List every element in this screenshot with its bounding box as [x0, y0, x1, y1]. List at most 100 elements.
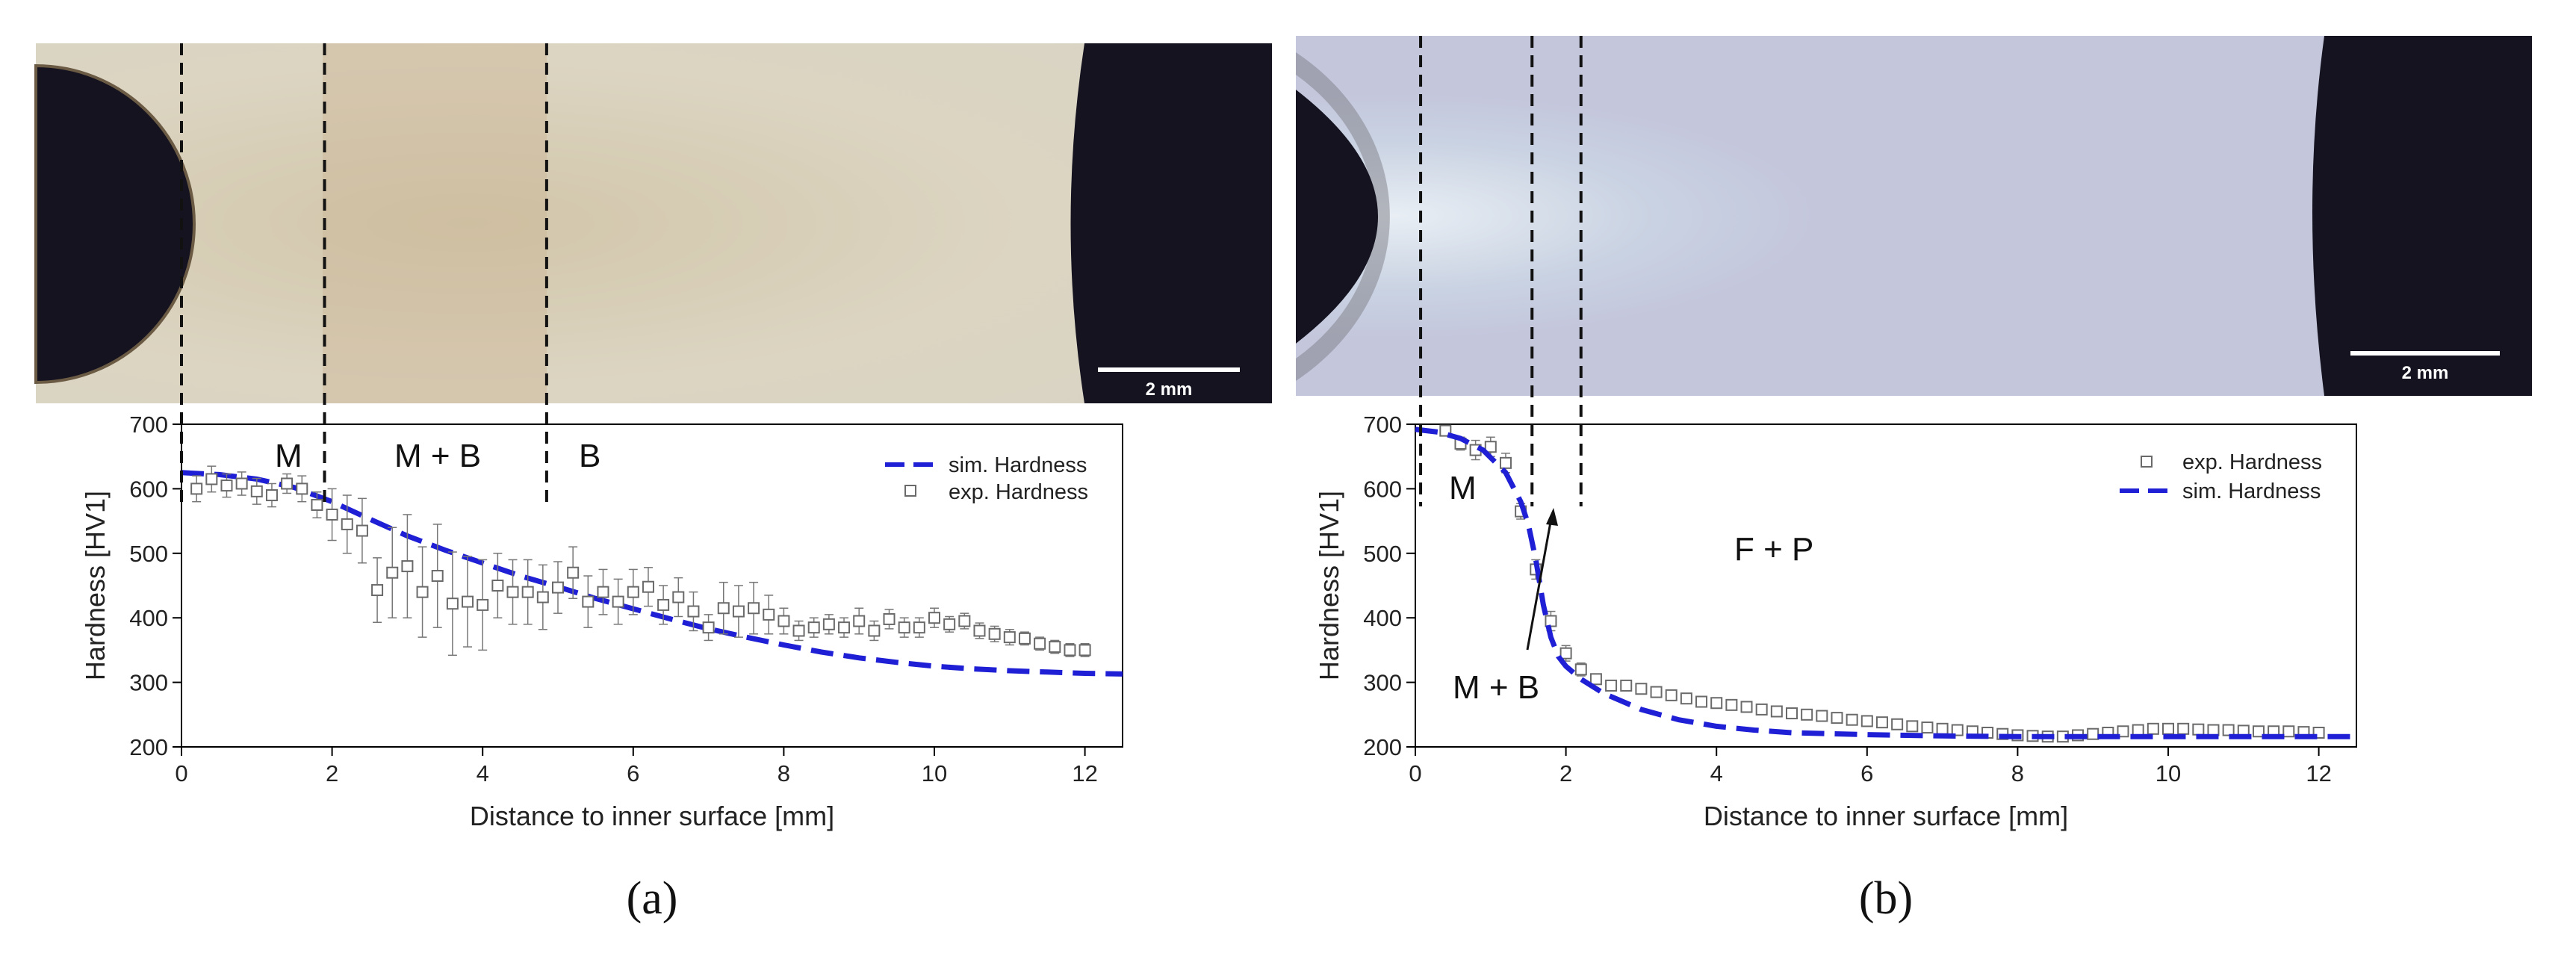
- exp-hardness-point: [1484, 441, 1497, 453]
- exp-hardness-point: [687, 605, 700, 618]
- chart-a-ylabel: Hardness [HV1]: [80, 491, 111, 680]
- exp-hardness-point: [296, 482, 308, 495]
- x-tick-label: 2: [1559, 760, 1572, 786]
- exp-hardness-point: [597, 586, 609, 598]
- exp-hardness-point: [1635, 683, 1648, 695]
- x-tick-label: 8: [2011, 760, 2024, 786]
- exp-hardness-point: [973, 624, 986, 637]
- y-tick-label: 500: [129, 541, 168, 567]
- exp-hardness-point: [1018, 632, 1031, 645]
- exp-hardness-point: [2117, 725, 2129, 738]
- x-tick-label: 0: [175, 760, 187, 786]
- exp-hardness-point: [1755, 703, 1768, 716]
- exp-hardness-point: [853, 615, 866, 627]
- chart-b-region-fp: F + P: [1734, 531, 1813, 568]
- exp-hardness-point: [567, 566, 580, 579]
- micrograph-b-inner-hole: [1296, 90, 1378, 344]
- exp-hardness-point: [431, 570, 444, 583]
- exp-hardness-point: [928, 612, 940, 624]
- exp-hardness-point: [612, 595, 624, 608]
- x-tick-label: 12: [2306, 760, 2331, 786]
- exp-hardness-point: [1710, 697, 1723, 710]
- exp-hardness-point: [205, 473, 218, 485]
- chart-a-ticks: 0 2 4 6 8 10 12 200 300 400 500 600 700: [129, 412, 1098, 786]
- chart-a-xlabel: Distance to inner surface [mm]: [470, 801, 834, 831]
- chart-a-region-b: B: [579, 438, 600, 474]
- exp-hardness-point: [582, 595, 595, 608]
- exp-hardness-point: [763, 608, 775, 621]
- chart-b-xlabel: Distance to inner surface [mm]: [1704, 801, 2068, 831]
- exp-hardness-point: [1680, 692, 1692, 705]
- exp-hardness-point: [2177, 722, 2190, 735]
- scalebar-a-box: [1084, 359, 1247, 400]
- exp-hardness-point: [642, 580, 654, 593]
- exp-hardness-point: [1545, 615, 1557, 627]
- exp-hardness-point: [462, 595, 474, 608]
- exp-hardness-point: [913, 621, 925, 634]
- chart-b-series: [1415, 424, 2356, 743]
- y-tick-label: 200: [129, 734, 168, 760]
- exp-hardness-point: [446, 598, 459, 610]
- exp-hardness-point: [1801, 708, 1813, 721]
- exp-hardness-point: [1499, 456, 1512, 469]
- y-tick-label: 300: [129, 670, 168, 696]
- exp-hardness-point: [627, 586, 639, 598]
- chart-b-ylabel: Hardness [HV1]: [1314, 491, 1344, 680]
- x-tick-label: 10: [922, 760, 947, 786]
- x-tick-label: 12: [1072, 760, 1097, 786]
- exp-hardness-point: [1650, 686, 1663, 698]
- chart-a: 0 2 4 6 8 10 12 200 300 400 500 600 700 Distance to …: [80, 412, 1123, 831]
- exp-hardness-point: [657, 598, 670, 611]
- exp-hardness-point: [2132, 724, 2144, 736]
- chart-a-region-m: M: [275, 438, 302, 474]
- zone-boundaries: [180, 36, 1583, 506]
- exp-hardness-point: [1951, 724, 1964, 736]
- x-tick-label: 4: [477, 760, 489, 786]
- exp-hardness-point: [1786, 707, 1798, 720]
- exp-hardness-point: [1574, 663, 1587, 676]
- exp-hardness-point: [536, 591, 549, 603]
- exp-hardness-point: [1439, 424, 1452, 437]
- exp-hardness-point: [672, 591, 685, 603]
- exp-hardness-point: [943, 618, 956, 630]
- x-tick-label: 2: [326, 760, 338, 786]
- exp-hardness-point: [2087, 727, 2099, 740]
- exp-hardness-point: [506, 586, 519, 598]
- exp-hardness-point: [748, 602, 760, 615]
- exp-hardness-point: [416, 586, 429, 598]
- exp-hardness-point: [1740, 701, 1753, 713]
- exp-hardness-point: [1816, 710, 1828, 722]
- exp-hardness-point: [2162, 722, 2174, 735]
- micrograph-b: 2 mm: [1296, 36, 2532, 396]
- exp-hardness-point: [491, 580, 504, 592]
- chart-b-ticks: 0 2 4 6 8 10 12 200 300 400 500 600 700: [1363, 412, 2332, 786]
- x-tick-label: 6: [1860, 760, 1873, 786]
- y-tick-label: 700: [129, 412, 168, 438]
- exp-hardness-point: [1078, 644, 1091, 657]
- exp-hardness-point: [1003, 631, 1016, 644]
- exp-hardness-point: [807, 621, 820, 634]
- y-tick-label: 400: [1363, 605, 1402, 631]
- exp-hardness-point: [220, 480, 233, 492]
- x-tick-label: 6: [627, 760, 639, 786]
- panel-label-a: (a): [627, 873, 678, 924]
- exp-hardness-point: [792, 624, 805, 637]
- exp-hardness-point: [2282, 725, 2295, 738]
- exp-hardness-point: [265, 489, 278, 502]
- exp-hardness-point: [2207, 724, 2220, 736]
- micrograph-b-outer-edge: [2312, 36, 2532, 396]
- exp-hardness-point: [1695, 695, 1708, 708]
- exp-hardness-point: [401, 560, 414, 573]
- exp-hardness-point: [988, 627, 1001, 640]
- sim-hardness-line: [1415, 426, 2356, 739]
- exp-hardness-point: [1770, 705, 1783, 718]
- exp-hardness-point: [2192, 723, 2205, 736]
- exp-hardness-point: [822, 618, 835, 630]
- exp-hardness-point: [250, 485, 263, 497]
- y-tick-label: 500: [1363, 541, 1402, 567]
- exp-hardness-point: [1620, 679, 1633, 692]
- exp-hardness-point: [838, 621, 851, 634]
- exp-hardness-point: [958, 615, 971, 627]
- exp-hardness-point: [2252, 725, 2265, 738]
- chart-a-legend: sim. Hardness exp. Hardness: [885, 453, 1088, 504]
